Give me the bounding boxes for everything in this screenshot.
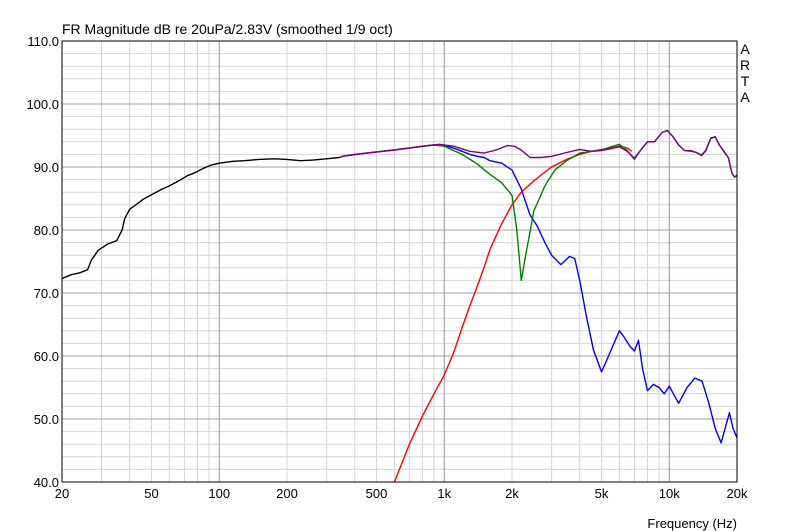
x-axis-label: Frequency (Hz) (647, 516, 737, 531)
series-line (341, 129, 738, 282)
y-tick-label: 70.0 (34, 286, 59, 301)
x-tick-label: 2k (505, 486, 519, 501)
y-tick-label: 100.0 (26, 97, 59, 112)
arta-watermark: A R T A (740, 41, 750, 105)
x-tick-label: 10k (659, 486, 680, 501)
x-tick-labels: 20 50 100 200 500 1k 2k 5k 10k 20k (55, 486, 748, 501)
watermark-letter: A (740, 89, 750, 105)
x-tick-label: 50 (144, 486, 158, 501)
chart-title: FR Magnitude dB re 20uPa/2.83V (smoothed… (62, 21, 393, 37)
major-gridlines (62, 40, 737, 483)
minor-gridlines (62, 41, 737, 482)
x-tick-label: 1k (437, 486, 451, 501)
x-tick-label: 5k (595, 486, 609, 501)
x-tick-label: 20 (55, 486, 69, 501)
watermark-letter: R (740, 57, 750, 73)
watermark-letter: T (741, 73, 750, 89)
series-line (61, 156, 342, 280)
series-layer (61, 129, 738, 483)
x-tick-label: 100 (208, 486, 230, 501)
series-line (341, 129, 738, 178)
series-line (341, 144, 738, 444)
y-tick-label: 50.0 (34, 412, 59, 427)
y-tick-labels: 40.0 50.0 60.0 70.0 80.0 90.0 100.0 110.0 (26, 34, 59, 490)
x-tick-label: 500 (366, 486, 388, 501)
watermark-letter: A (740, 41, 750, 57)
x-tick-label: 20k (727, 486, 748, 501)
y-tick-label: 90.0 (34, 160, 59, 175)
y-tick-label: 40.0 (34, 475, 59, 490)
plot-frame (61, 40, 738, 483)
y-tick-label: 60.0 (34, 349, 59, 364)
y-tick-label: 110.0 (27, 34, 59, 49)
y-tick-label: 80.0 (34, 223, 59, 238)
x-tick-label: 200 (276, 486, 298, 501)
